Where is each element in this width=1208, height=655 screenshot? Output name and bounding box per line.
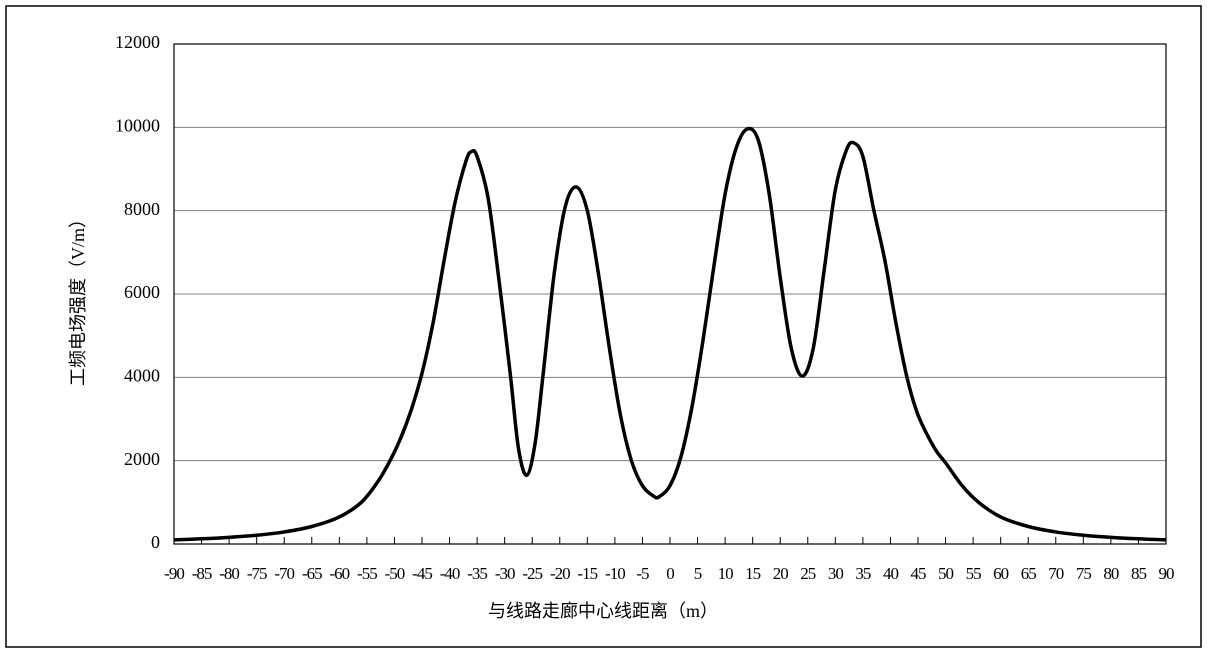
x-tick-label: -5: [636, 564, 649, 583]
x-axis-title: 与线路走廊中心线距离（m）: [488, 601, 718, 621]
x-tick-label: -35: [467, 564, 487, 583]
x-tick-label: 45: [911, 564, 927, 583]
x-tick-label: -10: [605, 564, 625, 583]
x-tick-label: 60: [993, 564, 1009, 583]
x-tick-label: 40: [883, 564, 899, 583]
y-tick-label: 6000: [124, 282, 160, 302]
x-tick-label: 85: [1131, 564, 1147, 583]
x-tick-label: 90: [1159, 564, 1175, 583]
x-tick-label: -30: [495, 564, 515, 583]
x-tick-label: 25: [800, 564, 816, 583]
y-tick-label: 0: [151, 532, 160, 552]
x-tick-label: 5: [694, 564, 702, 583]
y-tick-label: 8000: [124, 199, 160, 219]
x-tick-label: 50: [938, 564, 954, 583]
x-tick-label: -20: [550, 564, 570, 583]
x-tick-label: 10: [718, 564, 734, 583]
x-tick-label: 0: [666, 564, 674, 583]
y-tick-label: 12000: [115, 32, 160, 52]
line: [173, 126, 1167, 542]
x-tick-label: -85: [192, 564, 212, 583]
x-tick-label: 20: [773, 564, 789, 583]
x-tick-label: -90: [164, 564, 184, 583]
x-tick-label: 80: [1103, 564, 1119, 583]
x-tick-label: -45: [412, 564, 432, 583]
x-tick-label: 65: [1021, 564, 1037, 583]
x-tick-label: -70: [274, 564, 294, 583]
x-tick-label: 35: [855, 564, 871, 583]
x-tick-label: -55: [357, 564, 377, 583]
x-tick-label: 75: [1076, 564, 1092, 583]
x-tick-label: 70: [1048, 564, 1064, 583]
x-tick-label: 30: [828, 564, 844, 583]
x-tick-label: -60: [329, 564, 349, 583]
x-tick-label: -25: [522, 564, 542, 583]
x-tick-label: -80: [219, 564, 239, 583]
y-tick-label: 10000: [115, 115, 160, 135]
x-tick-label: -15: [577, 564, 597, 583]
x-tick-label: 15: [745, 564, 761, 583]
y-tick-label: 2000: [124, 449, 160, 469]
x-tick-label: -65: [302, 564, 322, 583]
x-tick-label: 55: [966, 564, 982, 583]
y-tick-label: 4000: [124, 365, 160, 385]
x-tick-label: -50: [385, 564, 405, 583]
x-tick-label: -75: [247, 564, 267, 583]
y-axis-title: 工频电场强度（V/m）: [68, 210, 88, 386]
x-tick-label: -40: [440, 564, 460, 583]
frame: [5, 5, 1202, 648]
